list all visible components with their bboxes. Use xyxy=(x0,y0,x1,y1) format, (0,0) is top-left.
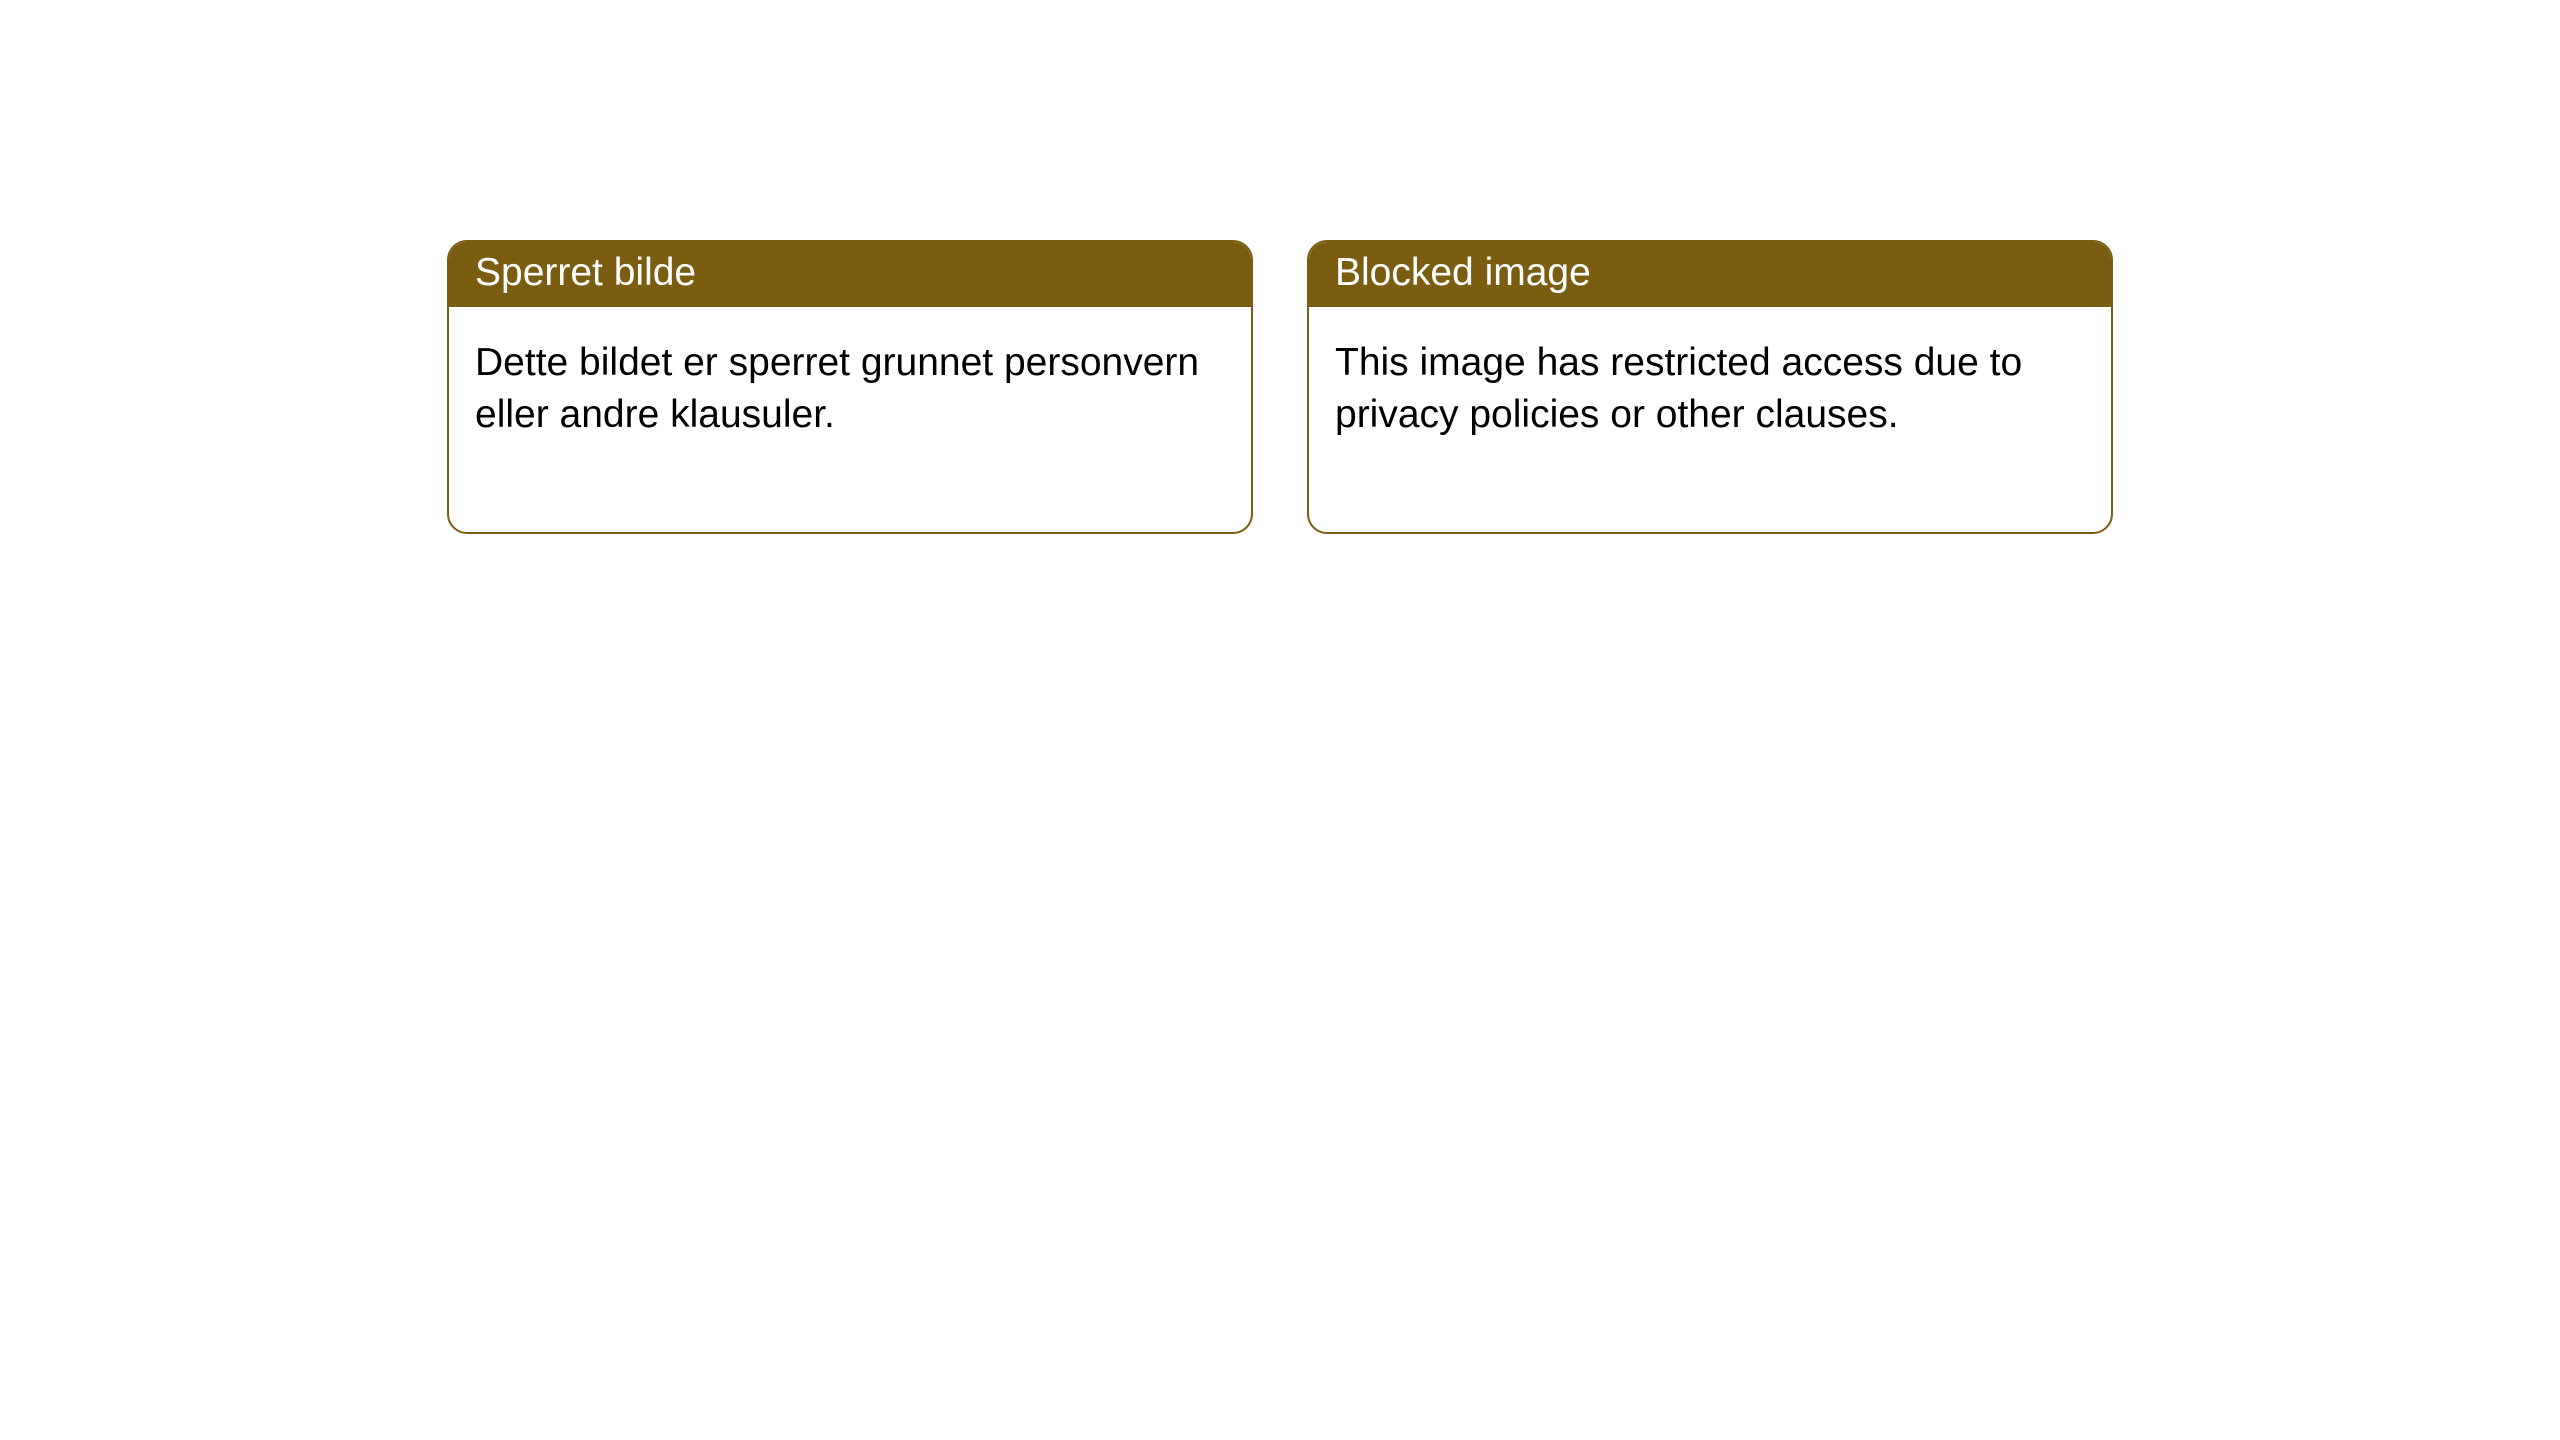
notice-box-norwegian: Sperret bilde Dette bildet er sperret gr… xyxy=(447,240,1253,534)
notice-header: Blocked image xyxy=(1309,242,2111,307)
notice-box-english: Blocked image This image has restricted … xyxy=(1307,240,2113,534)
notice-message: This image has restricted access due to … xyxy=(1309,307,2111,532)
notice-message: Dette bildet er sperret grunnet personve… xyxy=(449,307,1251,532)
notice-container: Sperret bilde Dette bildet er sperret gr… xyxy=(447,240,2113,534)
notice-header: Sperret bilde xyxy=(449,242,1251,307)
